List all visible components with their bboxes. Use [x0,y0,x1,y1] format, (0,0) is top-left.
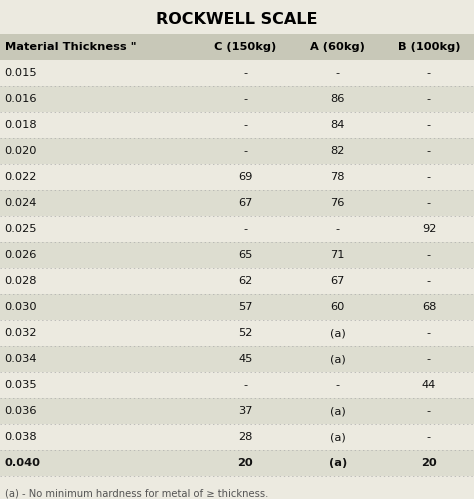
Text: 68: 68 [422,302,436,312]
Text: -: - [427,250,431,260]
Text: 0.038: 0.038 [5,432,37,442]
Text: C (150kg): C (150kg) [214,42,276,52]
Text: 76: 76 [330,198,345,208]
Text: -: - [427,94,431,104]
Text: Material Thickness ": Material Thickness " [5,42,137,52]
Text: 0.022: 0.022 [5,172,37,182]
Text: 57: 57 [238,302,253,312]
Text: -: - [336,68,340,78]
Text: 0.035: 0.035 [5,380,37,390]
Text: -: - [427,432,431,442]
Text: -: - [336,224,340,234]
Text: 0.024: 0.024 [5,198,37,208]
Text: (a): (a) [330,354,346,364]
Text: 45: 45 [238,354,253,364]
Text: 0.028: 0.028 [5,276,37,286]
Text: 78: 78 [330,172,345,182]
Bar [0,216,474,242]
Bar [0,346,474,372]
Bar [0,424,474,450]
Bar [0,138,474,164]
Text: -: - [427,120,431,130]
Text: -: - [243,94,247,104]
Text: 0.015: 0.015 [5,68,37,78]
Bar [0,34,474,60]
Text: 44: 44 [422,380,436,390]
Text: (a): (a) [330,328,346,338]
Text: 82: 82 [330,146,345,156]
Text: (a): (a) [328,458,347,468]
Bar [0,398,474,424]
Text: -: - [243,120,247,130]
Bar [0,112,474,138]
Text: 67: 67 [330,276,345,286]
Text: 0.030: 0.030 [5,302,37,312]
Bar [0,190,474,216]
Text: 84: 84 [330,120,345,130]
Text: 67: 67 [238,198,253,208]
Text: -: - [427,146,431,156]
Text: 0.036: 0.036 [5,406,37,416]
Bar [0,294,474,320]
Text: 92: 92 [422,224,436,234]
Text: 69: 69 [238,172,253,182]
Text: (a) - No minimum hardness for metal of ≥ thickness.: (a) - No minimum hardness for metal of ≥… [5,489,268,499]
Text: A (60kg): A (60kg) [310,42,365,52]
Text: 0.025: 0.025 [5,224,37,234]
Text: (a): (a) [330,432,346,442]
Bar [0,164,474,190]
Text: (a): (a) [330,406,346,416]
Text: 0.016: 0.016 [5,94,37,104]
Bar [0,60,474,86]
Text: 0.032: 0.032 [5,328,37,338]
Bar [0,372,474,398]
Text: -: - [427,198,431,208]
Text: 20: 20 [421,458,437,468]
Text: -: - [243,146,247,156]
Text: 71: 71 [330,250,345,260]
Text: 28: 28 [238,432,253,442]
Text: 0.018: 0.018 [5,120,37,130]
Text: ROCKWELL SCALE: ROCKWELL SCALE [156,11,318,26]
Text: -: - [427,172,431,182]
Text: 52: 52 [238,328,253,338]
Text: 0.034: 0.034 [5,354,37,364]
Text: -: - [427,68,431,78]
Text: -: - [427,406,431,416]
Text: 0.026: 0.026 [5,250,37,260]
Bar [0,268,474,294]
Text: -: - [427,276,431,286]
Bar [0,450,474,476]
Text: -: - [243,380,247,390]
Text: -: - [427,328,431,338]
Text: -: - [336,380,340,390]
Text: -: - [427,354,431,364]
Bar [0,86,474,112]
Text: 62: 62 [238,276,253,286]
Bar [0,242,474,268]
Text: 37: 37 [238,406,253,416]
Text: -: - [243,68,247,78]
Text: 65: 65 [238,250,253,260]
Text: 0.020: 0.020 [5,146,37,156]
Text: 0.040: 0.040 [5,458,41,468]
Text: B (100kg): B (100kg) [398,42,460,52]
Text: -: - [243,224,247,234]
Text: 86: 86 [330,94,345,104]
Text: 60: 60 [330,302,345,312]
Bar [0,320,474,346]
Text: 20: 20 [237,458,253,468]
